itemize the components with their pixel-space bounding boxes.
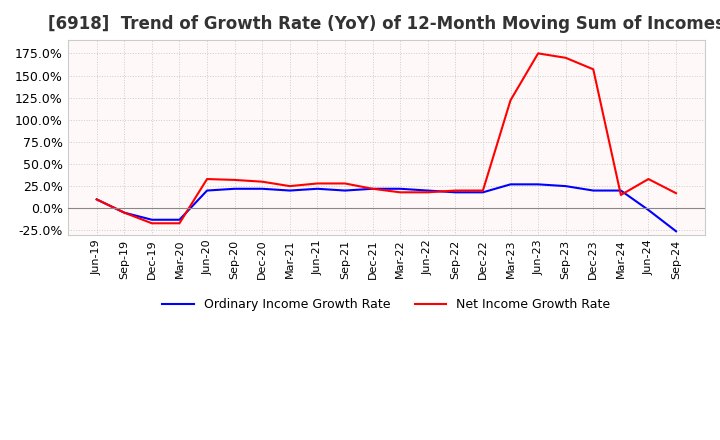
Net Income Growth Rate [230,177,239,183]
Ordinary Income Growth Rate [313,186,322,191]
Ordinary Income Growth Rate [286,188,294,193]
Ordinary Income Growth Rate [423,188,432,193]
Ordinary Income Growth Rate [341,188,349,193]
Net Income Growth Rate [286,183,294,189]
Net Income Growth Rate [616,192,625,198]
Net Income Growth Rate [644,176,653,182]
Ordinary Income Growth Rate [644,207,653,213]
Net Income Growth Rate [258,179,266,184]
Ordinary Income Growth Rate [506,182,515,187]
Net Income Growth Rate [148,220,156,226]
Ordinary Income Growth Rate [479,190,487,195]
Ordinary Income Growth Rate [396,186,405,191]
Net Income Growth Rate [451,188,459,193]
Title: [6918]  Trend of Growth Rate (YoY) of 12-Month Moving Sum of Incomes: [6918] Trend of Growth Rate (YoY) of 12-… [48,15,720,33]
Net Income Growth Rate [479,188,487,193]
Ordinary Income Growth Rate [616,188,625,193]
Ordinary Income Growth Rate [230,186,239,191]
Ordinary Income Growth Rate [175,217,184,222]
Net Income Growth Rate [506,98,515,103]
Line: Ordinary Income Growth Rate: Ordinary Income Growth Rate [96,184,676,231]
Ordinary Income Growth Rate [562,183,570,189]
Legend: Ordinary Income Growth Rate, Net Income Growth Rate: Ordinary Income Growth Rate, Net Income … [157,293,616,316]
Net Income Growth Rate [562,55,570,60]
Net Income Growth Rate [672,191,680,196]
Net Income Growth Rate [175,220,184,226]
Net Income Growth Rate [120,210,129,215]
Ordinary Income Growth Rate [589,188,598,193]
Net Income Growth Rate [396,190,405,195]
Net Income Growth Rate [589,67,598,72]
Net Income Growth Rate [534,51,542,56]
Net Income Growth Rate [368,186,377,191]
Ordinary Income Growth Rate [451,190,459,195]
Ordinary Income Growth Rate [203,188,212,193]
Net Income Growth Rate [423,190,432,195]
Net Income Growth Rate [313,181,322,186]
Ordinary Income Growth Rate [368,186,377,191]
Net Income Growth Rate [92,197,101,202]
Ordinary Income Growth Rate [672,229,680,234]
Ordinary Income Growth Rate [148,217,156,222]
Ordinary Income Growth Rate [258,186,266,191]
Ordinary Income Growth Rate [534,182,542,187]
Net Income Growth Rate [341,181,349,186]
Ordinary Income Growth Rate [92,197,101,202]
Ordinary Income Growth Rate [120,210,129,215]
Line: Net Income Growth Rate: Net Income Growth Rate [96,53,676,223]
Net Income Growth Rate [203,176,212,182]
